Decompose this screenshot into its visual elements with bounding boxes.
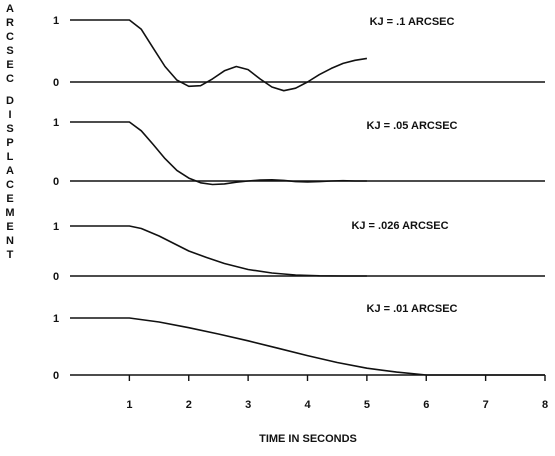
panel-2-response-curve xyxy=(70,121,367,186)
x-tick-label-2: 2 xyxy=(186,399,192,411)
panel-4-ytick-0: 0 xyxy=(53,370,59,382)
x-tick-label-4: 4 xyxy=(304,399,311,411)
x-tick-label-8: 8 xyxy=(542,399,548,411)
panel-3-ytick-0: 0 xyxy=(53,271,59,283)
panel-3-ytick-1: 1 xyxy=(53,221,59,233)
panels-container: 1 0 KJ = .1 ARCSEC 1 0 KJ = .05 ARCSEC 1 0 KJ = … xyxy=(53,15,546,382)
panel-2-ytick-1: 1 xyxy=(53,117,59,129)
x-tick-label-1: 1 xyxy=(126,399,132,411)
panel-1-ytick-1: 1 xyxy=(53,15,59,27)
x-tick-label-5: 5 xyxy=(364,399,370,411)
panel-2-ytick-0: 0 xyxy=(53,176,59,188)
x-axis-tick-labels: 1 2 3 4 5 6 7 8 xyxy=(126,399,548,411)
panel-4-ytick-1: 1 xyxy=(53,313,59,325)
panel-2: 1 0 KJ = .05 ARCSEC xyxy=(53,117,545,188)
panel-4-label: KJ = .01 ARCSEC xyxy=(367,303,458,315)
panel-2-label: KJ = .05 ARCSEC xyxy=(367,120,458,132)
x-tick-label-7: 7 xyxy=(483,399,489,411)
panel-1-response-curve xyxy=(70,19,368,92)
panel-3-response-curve xyxy=(70,225,367,277)
panel-1-ytick-0: 0 xyxy=(53,77,59,89)
x-tick-label-3: 3 xyxy=(245,399,251,411)
panel-4: 1 0 KJ = .01 ARCSEC xyxy=(53,303,546,382)
panel-4-response-curve xyxy=(70,317,545,376)
panel-1-label: KJ = .1 ARCSEC xyxy=(370,16,455,28)
y-axis-label: A R C S E C D I S P L A C E M E N T xyxy=(5,3,14,261)
x-tick-label-6: 6 xyxy=(423,399,429,411)
panel-3: 1 0 KJ = .026 ARCSEC xyxy=(53,220,545,283)
x-axis-label: TIME IN SECONDS xyxy=(259,433,357,445)
panel-1: 1 0 KJ = .1 ARCSEC xyxy=(53,15,545,92)
panel-3-label: KJ = .026 ARCSEC xyxy=(351,220,448,232)
